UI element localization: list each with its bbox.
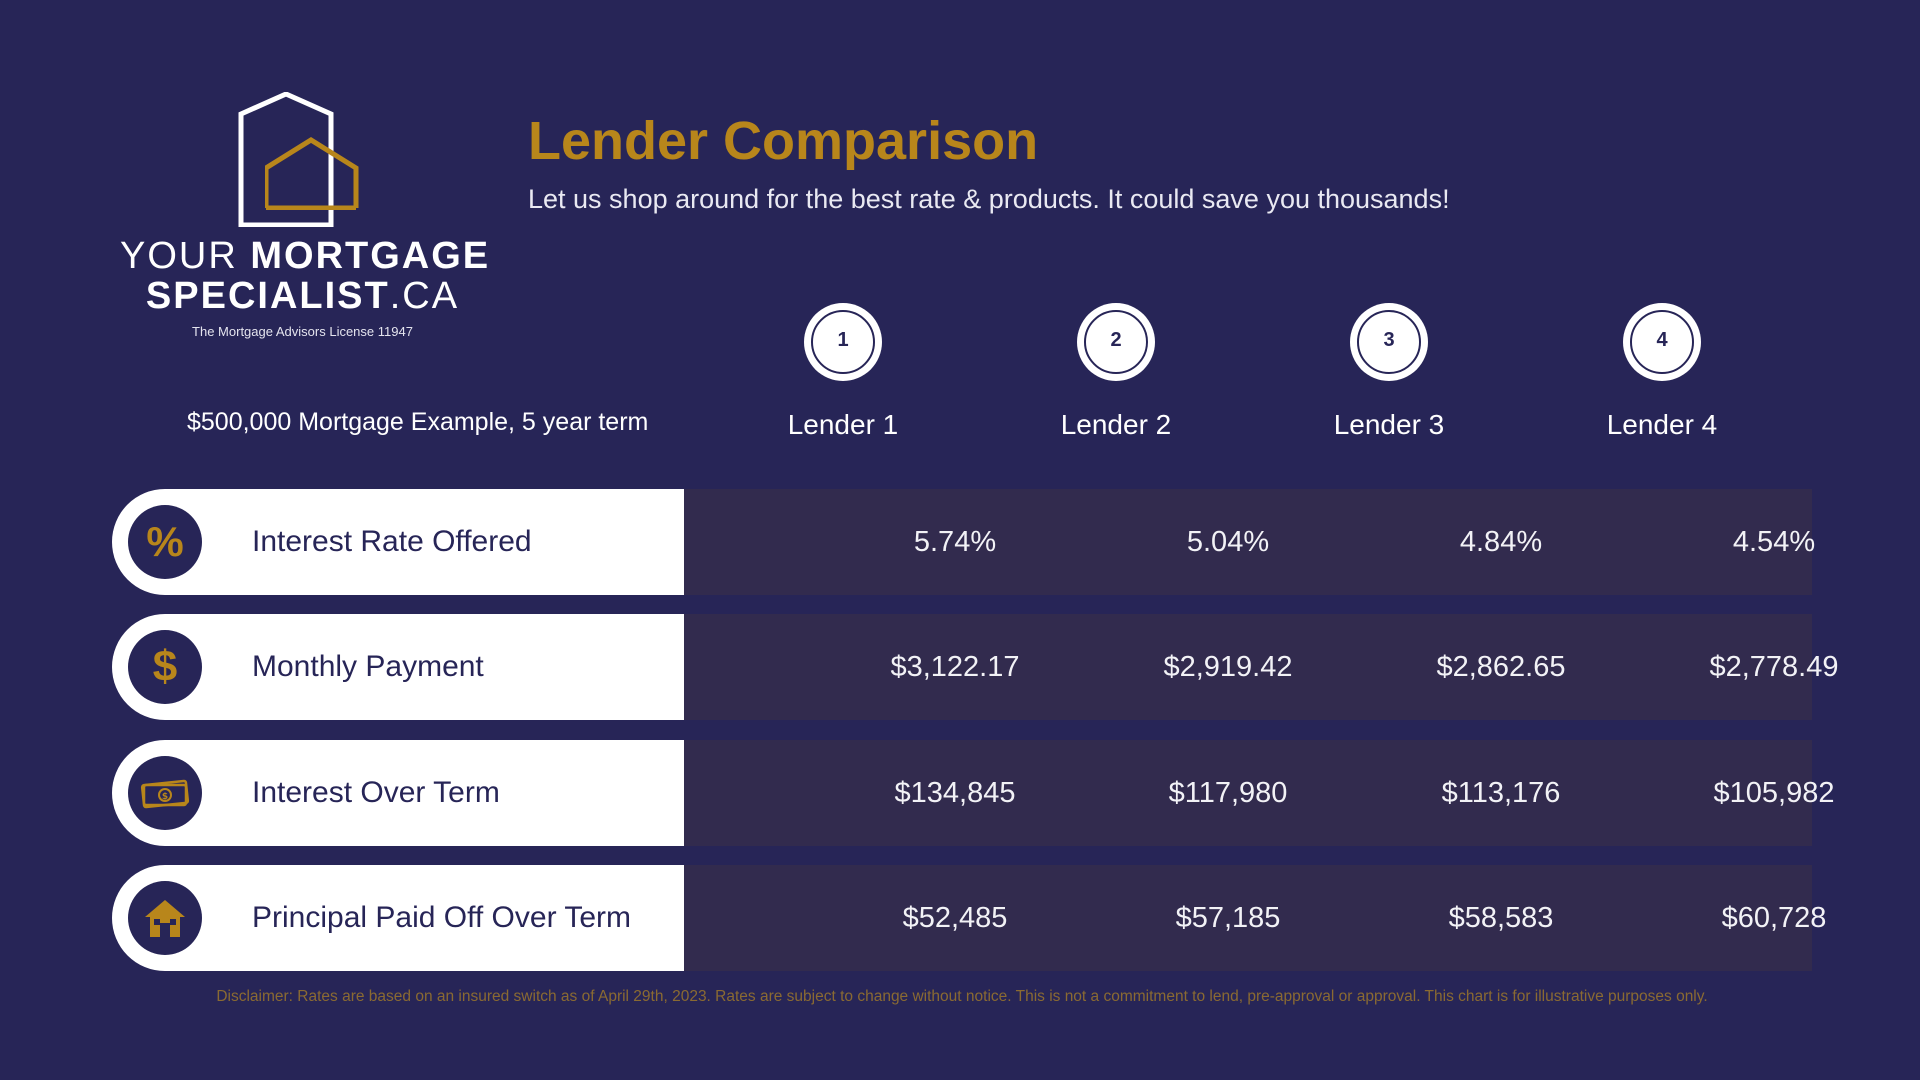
lender-number: 1 [811,310,875,374]
row-interest-over-term: $ Interest Over Term $134,845 $117,980 $… [112,740,1834,846]
row-value-lender-4: $60,728 [1721,902,1827,934]
row-value-lender-2: $57,185 [1175,902,1281,934]
lender-header-3: 3 Lender 3 [1289,303,1489,441]
lender-number-badge: 1 [804,303,882,381]
row-label: Principal Paid Off Over Term [252,901,632,934]
row-label-panel: $ Interest Over Term [112,740,684,846]
row-values-panel: $52,485 $57,185 $58,583 $60,728 [684,865,1826,971]
row-label: Monthly Payment [252,650,484,683]
row-value-lender-2: $117,980 [1168,777,1288,809]
row-value-lender-1: $3,122.17 [890,651,1020,683]
row-interest-rate: % Interest Rate Offered 5.74% 5.04% 4.84… [112,489,1815,595]
disclaimer: Disclaimer: Rates are based on an insure… [216,988,1708,1005]
house-outline-gold-icon [265,137,359,210]
brand-name-line2: SPECIALIST.CA [120,275,485,318]
lender-header-4: 4 Lender 4 [1562,303,1762,441]
brand-light-text: .CA [389,275,460,317]
row-label-panel: $ Monthly Payment [112,614,684,720]
percent-icon: % [128,505,202,579]
brand-bold-text: MORTGAGE [250,235,491,277]
cash-icon: $ [128,756,202,830]
row-monthly-payment: $ Monthly Payment $3,122.17 $2,919.42 $2… [112,614,1839,720]
lender-number-badge: 3 [1350,303,1428,381]
row-value-lender-1: $134,845 [894,777,1016,809]
page-subtitle: Let us shop around for the best rate & p… [528,184,1450,214]
row-value-lender-1: 5.74% [913,526,997,558]
lender-header-1: 1 Lender 1 [743,303,943,441]
row-value-lender-4: 4.54% [1732,526,1816,558]
lender-number-badge: 4 [1623,303,1701,381]
lender-number-badge: 2 [1077,303,1155,381]
row-label: Interest Rate Offered [252,525,532,558]
row-value-lender-3: $113,176 [1441,777,1561,809]
row-value-lender-1: $52,485 [902,902,1008,934]
row-label-panel: % Interest Rate Offered [112,489,684,595]
row-value-lender-2: $2,919.42 [1163,651,1293,683]
lender-number: 3 [1357,310,1421,374]
lender-header-2: 2 Lender 2 [1016,303,1216,441]
lender-name: Lender 3 [1333,409,1445,440]
row-value-lender-3: $2,862.65 [1436,651,1566,683]
house-logo-icon [238,92,334,227]
example-label: $500,000 Mortgage Example, 5 year term [187,408,649,436]
brand-logo: YOUR MORTGAGE SPECIALIST.CA The Mortgage… [120,92,488,352]
row-principal-paid: Principal Paid Off Over Term $52,485 $57… [112,865,1826,971]
row-value-lender-2: 5.04% [1186,526,1270,558]
lender-number: 2 [1084,310,1148,374]
brand-license: The Mortgage Advisors License 11947 [192,324,413,339]
page-title: Lender Comparison [528,111,1039,171]
row-value-lender-3: 4.84% [1459,526,1543,558]
lender-number: 4 [1630,310,1694,374]
brand-light-text: YOUR [120,235,251,277]
brand-name-line1: YOUR MORTGAGE [120,235,488,278]
lender-name: Lender 1 [787,409,899,440]
row-values-panel: 5.74% 5.04% 4.84% 4.54% [684,489,1815,595]
home-icon [128,881,202,955]
row-value-lender-4: $2,778.49 [1709,651,1839,683]
row-value-lender-3: $58,583 [1448,902,1554,934]
row-values-panel: $3,122.17 $2,919.42 $2,862.65 $2,778.49 [684,614,1839,720]
row-value-lender-4: $105,982 [1713,777,1835,809]
dollar-icon: $ [128,630,202,704]
row-label: Interest Over Term [252,776,500,809]
lender-name: Lender 4 [1606,409,1718,440]
row-label-panel: Principal Paid Off Over Term [112,865,684,971]
lender-name: Lender 2 [1060,409,1172,440]
svg-text:$: $ [162,792,168,802]
row-values-panel: $134,845 $117,980 $113,176 $105,982 [684,740,1834,846]
brand-bold-text: SPECIALIST [145,275,390,317]
